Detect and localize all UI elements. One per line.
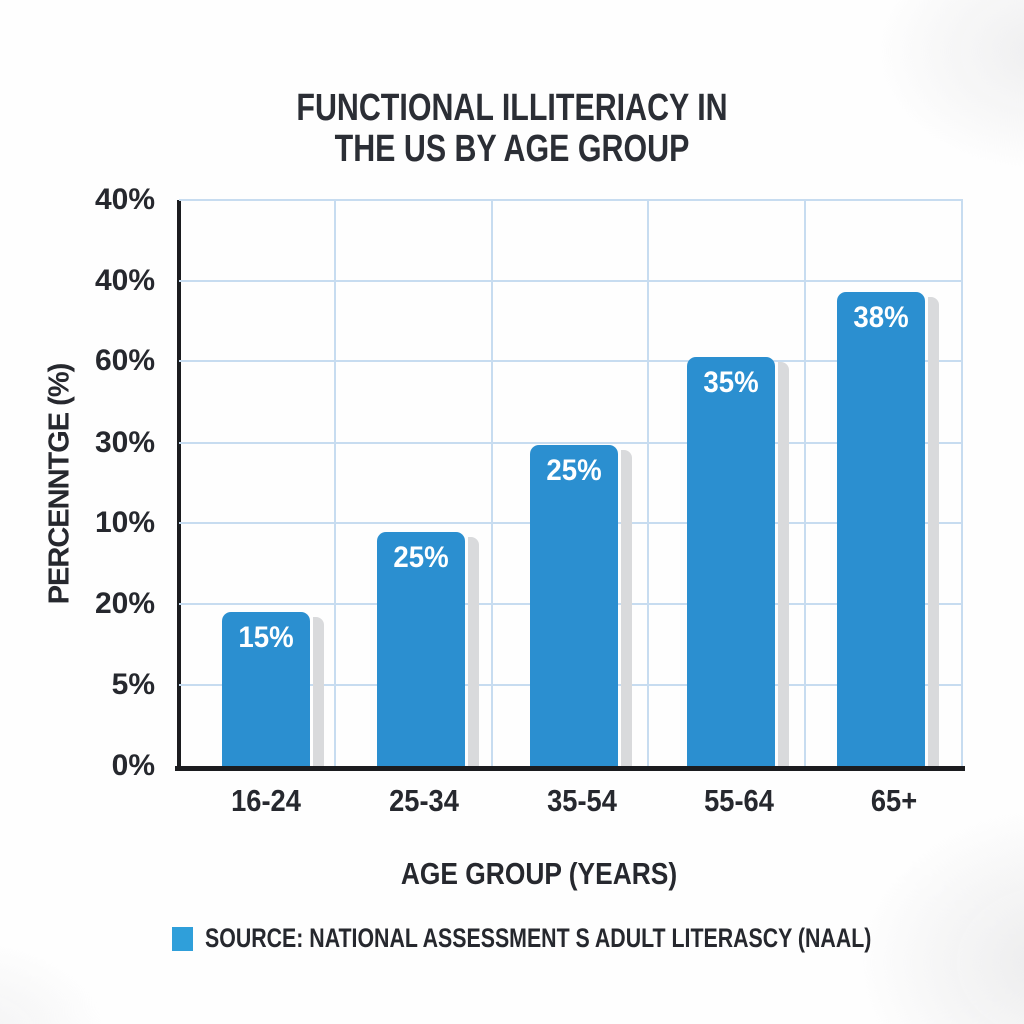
legend-swatch: [172, 926, 193, 951]
x-category-label: 16-24: [231, 783, 301, 818]
y-tick-label: 10%: [94, 506, 155, 539]
y-tick-label: 30%: [94, 426, 155, 459]
y-axis-line: [177, 200, 181, 766]
x-category-label: 65+: [870, 783, 918, 818]
chart-title: FUNCTIONAL ILLITERIACY IN THE US BY AGE …: [102, 88, 921, 170]
bar-value-label: 35%: [703, 366, 759, 399]
horizontal-gridline: [179, 280, 963, 282]
plot-area: 15% 25% 25% 35% 38% 16-24 25-34 35-54 55-64 65+: [175, 199, 965, 818]
vertical-gridline: [804, 200, 806, 766]
horizontal-gridline: [179, 360, 963, 362]
source-legend: SOURCE: NATIONAL ASSESSMENT S ADULT LITE…: [172, 923, 1024, 954]
chart-title-line2: THE US BY AGE GROUP: [334, 128, 690, 170]
bar-value-label: 15%: [238, 621, 294, 654]
chart-title-line1: FUNCTIONAL ILLITERIACY IN: [296, 87, 728, 129]
y-tick-label: 40%: [94, 183, 155, 216]
y-tick-label: 60%: [94, 344, 155, 377]
vertical-gridline: [961, 200, 963, 766]
x-category-label: 55-64: [704, 783, 774, 818]
vertical-gridline: [647, 200, 649, 766]
y-tick-label: 40%: [94, 264, 155, 297]
y-axis-title: PERCENNTGE (%): [43, 363, 76, 605]
bar-55-64: 35%: [687, 357, 789, 766]
y-tick-label: 20%: [94, 587, 155, 620]
x-category-label: 35-54: [547, 783, 617, 818]
x-axis-line: [175, 766, 965, 771]
horizontal-gridline: [179, 199, 963, 201]
y-tick-label: 0%: [111, 749, 155, 782]
bar-16-24: 15%: [222, 612, 324, 766]
bar-value-label: 25%: [546, 454, 602, 487]
x-category-label: 25-34: [389, 783, 459, 818]
bar-65+: 38%: [837, 292, 939, 766]
legend-source-label: SOURCE: NATIONAL ASSESSMENT S ADULT LITE…: [205, 923, 872, 953]
y-tick-label: 5%: [111, 668, 155, 701]
bar-25-34: 25%: [377, 532, 479, 766]
bar-value-label: 25%: [393, 541, 449, 574]
x-axis-title: AGE GROUP (YEARS): [400, 856, 678, 891]
vertical-gridline: [491, 200, 493, 766]
horizontal-gridline: [179, 442, 963, 444]
bar-35-54: 25%: [530, 445, 632, 766]
bar-value-label: 38%: [853, 301, 909, 334]
vertical-gridline: [334, 200, 336, 766]
